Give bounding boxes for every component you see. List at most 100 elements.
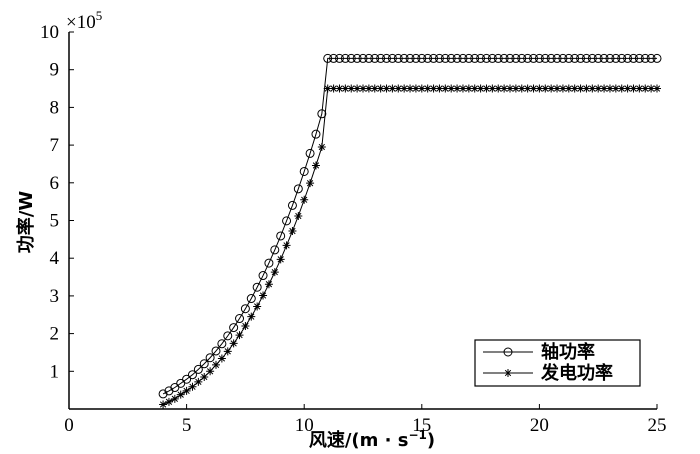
data-point (594, 84, 603, 93)
data-point (547, 84, 556, 93)
data-point (470, 84, 479, 93)
data-point (212, 360, 220, 369)
data-point (406, 84, 415, 93)
data-point (317, 142, 326, 151)
data-point (529, 84, 538, 93)
data-point (400, 84, 409, 93)
data-point (434, 53, 444, 63)
y-tick-label: 3 (50, 286, 60, 307)
data-point (446, 53, 456, 63)
legend-box (474, 339, 641, 387)
legend-label: 发电功率 (540, 362, 613, 384)
data-point (541, 84, 550, 93)
data-point (294, 211, 303, 220)
data-point (617, 84, 626, 93)
x-tick-label: 25 (648, 415, 667, 436)
y-tick-label: 8 (50, 97, 60, 118)
data-point (464, 53, 474, 63)
data-point (523, 84, 532, 93)
data-point (417, 53, 427, 63)
data-point (235, 331, 244, 340)
y-tick-label: 10 (40, 22, 59, 43)
data-point (423, 53, 433, 63)
data-point (447, 84, 456, 93)
data-point (576, 53, 586, 63)
data-point (628, 53, 638, 63)
legend-marker (503, 347, 513, 357)
data-point (494, 84, 503, 93)
data-point (593, 53, 603, 63)
data-point (264, 258, 274, 268)
data-point (334, 53, 344, 63)
data-point (293, 184, 303, 194)
data-point (270, 245, 280, 255)
y-tick-label: 7 (50, 135, 60, 156)
data-point (311, 129, 321, 139)
data-point (270, 268, 279, 277)
data-point (399, 53, 409, 63)
data-point (341, 84, 350, 93)
data-point (258, 271, 268, 281)
data-point (635, 84, 644, 93)
data-point (217, 354, 226, 363)
data-point (382, 53, 392, 63)
data-point (570, 84, 579, 93)
data-point (229, 323, 239, 333)
data-point (235, 314, 245, 324)
x-tick-label: 5 (182, 415, 192, 436)
data-point (176, 390, 185, 399)
data-point (623, 53, 633, 63)
y-tick-label: 1 (50, 361, 60, 382)
data-point (441, 84, 450, 93)
data-point (581, 53, 591, 63)
data-point (476, 53, 486, 63)
data-point (511, 53, 521, 63)
data-point (376, 84, 385, 93)
data-point (411, 53, 421, 63)
data-point (246, 294, 256, 304)
data-point (329, 53, 339, 63)
y-tick-label: 6 (50, 173, 60, 194)
data-point (370, 53, 380, 63)
data-point (317, 109, 327, 119)
data-point (241, 322, 250, 331)
data-point (587, 53, 597, 63)
data-point (288, 227, 297, 236)
data-point (576, 84, 585, 93)
data-point (558, 84, 567, 93)
data-point (182, 386, 191, 395)
data-point (200, 372, 209, 381)
data-point (370, 84, 379, 93)
y-multiplier-exp: 5 (96, 8, 103, 23)
legend-marker (504, 369, 512, 377)
data-point (582, 84, 591, 93)
data-point (470, 53, 480, 63)
data-point (188, 382, 197, 391)
data-point (352, 53, 362, 63)
x-tick-label: 0 (64, 415, 74, 436)
x-axis-label-end: ) (427, 430, 435, 451)
data-point (476, 84, 485, 93)
data-point (164, 397, 173, 406)
data-point (429, 84, 438, 93)
data-point (546, 53, 556, 63)
data-point (335, 84, 344, 93)
data-point (306, 179, 315, 188)
data-point (623, 84, 632, 93)
data-point (340, 53, 350, 63)
data-point (405, 53, 415, 63)
data-point (646, 53, 656, 63)
data-point (387, 53, 397, 63)
data-point (534, 53, 544, 63)
data-point (276, 255, 285, 264)
data-point (640, 53, 650, 63)
data-point (240, 304, 250, 314)
data-point (505, 53, 515, 63)
data-point (346, 53, 356, 63)
data-point (564, 84, 573, 93)
data-point (435, 84, 444, 93)
data-point (458, 84, 467, 93)
data-point (358, 53, 368, 63)
data-point (187, 370, 197, 380)
